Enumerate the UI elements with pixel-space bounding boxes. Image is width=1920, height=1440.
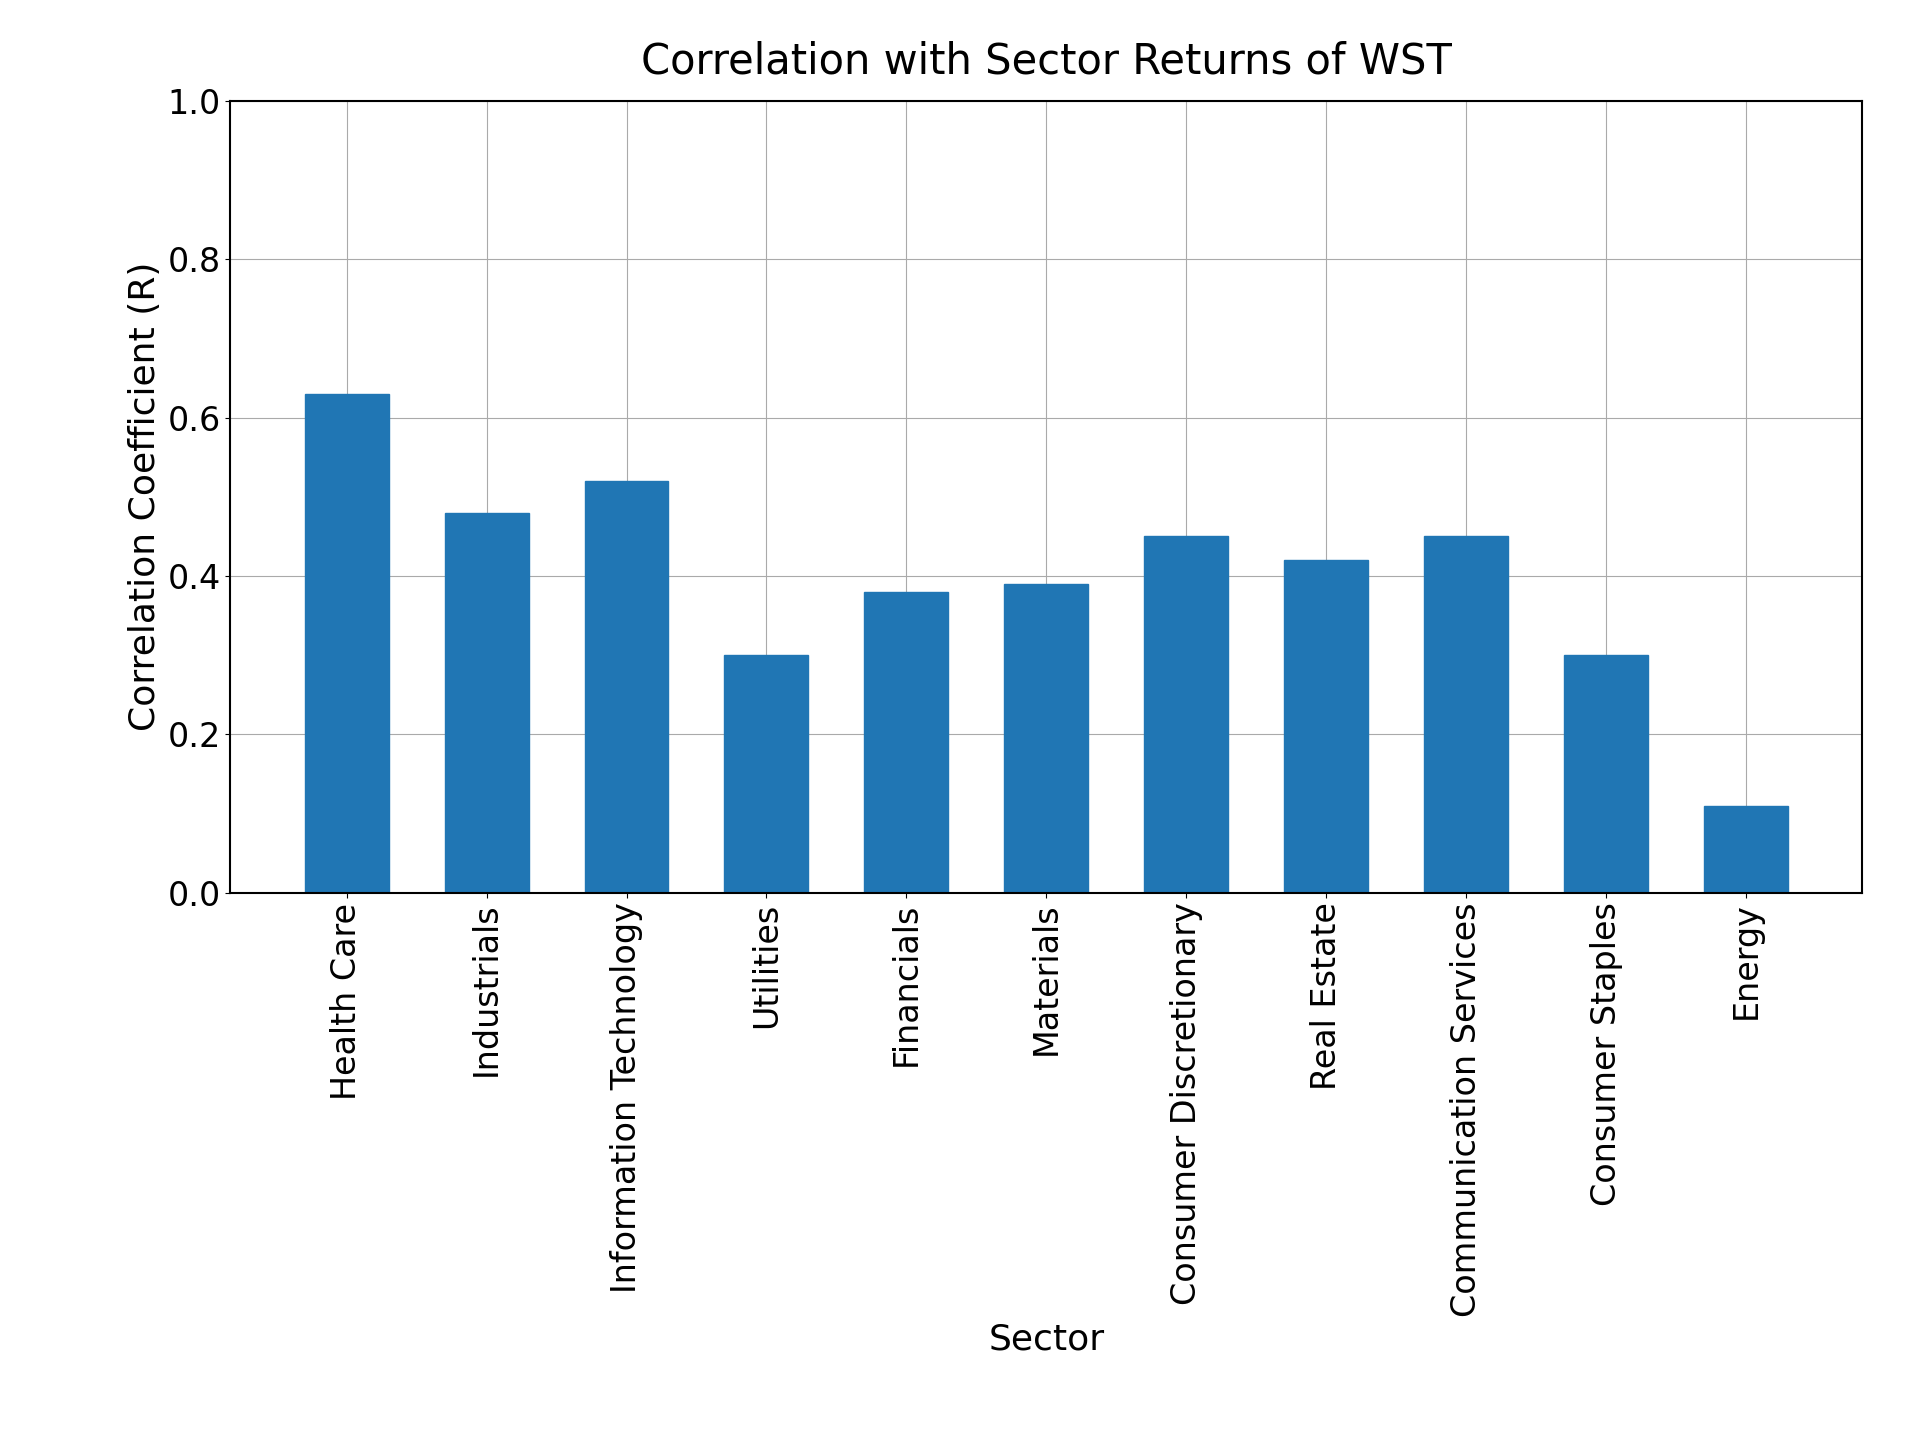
Bar xyxy=(724,655,808,893)
Bar xyxy=(1144,536,1229,893)
Bar xyxy=(1425,536,1509,893)
Bar xyxy=(445,513,528,893)
Bar xyxy=(584,481,668,893)
X-axis label: Sector: Sector xyxy=(989,1322,1104,1356)
Bar xyxy=(1004,585,1089,893)
Bar xyxy=(864,592,948,893)
Title: Correlation with Sector Returns of WST: Correlation with Sector Returns of WST xyxy=(641,40,1452,82)
Bar xyxy=(1705,805,1788,893)
Bar xyxy=(1284,560,1369,893)
Bar xyxy=(305,393,388,893)
Y-axis label: Correlation Coefficient (R): Correlation Coefficient (R) xyxy=(129,262,161,732)
Bar xyxy=(1565,655,1647,893)
